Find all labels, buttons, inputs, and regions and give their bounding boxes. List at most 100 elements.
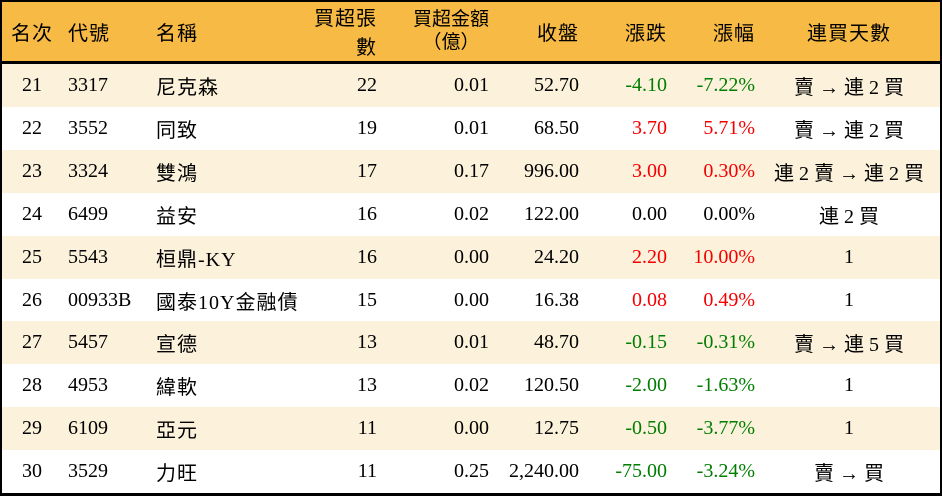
cell-change: 0.00 xyxy=(632,202,667,225)
table-row[interactable]: 21 3317 尼克森 22 0.01 52.70 -4.10 -7.22% 賣 → 連 2 買 xyxy=(2,62,940,108)
cell-name: 尼克森 xyxy=(156,76,219,99)
cell-code: 6499 xyxy=(68,202,108,225)
cell-rank: 21 xyxy=(22,73,42,96)
cell-change-pct: 5.71% xyxy=(703,117,755,140)
cell-net-buy-amount: 0.25 xyxy=(454,460,489,483)
cell-consecutive-buy-days: 連 2 買 xyxy=(819,205,879,228)
cell-change-pct: -7.22% xyxy=(696,73,755,96)
cell-net-buy-lots: 15 xyxy=(357,288,377,311)
header-row: 名次 代號 名稱 買超張數 買超金額 （億） 收盤 漲跌 漲幅 連買天數 xyxy=(2,2,940,64)
table-row[interactable]: 22 3552 同致 19 0.01 68.50 3.70 5.71% 賣 → 連 2 買 xyxy=(2,107,940,150)
cell-code: 3529 xyxy=(68,460,108,483)
table-row[interactable]: 28 4953 緯軟 13 0.02 120.50 -2.00 -1.63% 1 xyxy=(2,364,940,408)
cell-consecutive-buy-days: 1 xyxy=(844,417,854,440)
cell-code: 3317 xyxy=(68,73,108,96)
table-header: 名次 代號 名稱 買超張數 買超金額 （億） 收盤 漲跌 漲幅 連買天數 xyxy=(2,2,940,64)
cell-net-buy-amount: 0.17 xyxy=(454,159,489,182)
cell-code: 4953 xyxy=(68,374,108,397)
net-buy-amount-header-lines: 買超金額 （億） xyxy=(413,8,489,56)
cell-change-pct: -1.63% xyxy=(696,374,755,397)
cell-change: 3.00 xyxy=(632,159,667,182)
table-row[interactable]: 29 6109 亞元 11 0.00 12.75 -0.50 -3.77% 1 xyxy=(2,407,940,451)
cell-close: 120.50 xyxy=(524,374,579,397)
cell-code: 00933B xyxy=(68,288,132,311)
cell-net-buy-amount: 0.00 xyxy=(454,417,489,440)
cell-name: 宣德 xyxy=(156,334,198,357)
cell-close: 996.00 xyxy=(524,159,579,182)
cell-code: 5543 xyxy=(68,245,108,268)
table-row[interactable]: 30 3529 力旺 11 0.25 2,240.00 -75.00 -3.24% 賣 → 買 xyxy=(2,450,940,493)
cell-change-pct: 0.30% xyxy=(703,159,755,182)
cell-net-buy-amount: 0.01 xyxy=(454,331,489,354)
net-buy-amount-header-line2: （億） xyxy=(422,32,480,54)
cell-net-buy-amount: 0.01 xyxy=(454,117,489,140)
cell-close: 122.00 xyxy=(524,202,579,225)
cell-change-pct: -3.77% xyxy=(696,417,755,440)
cell-rank: 24 xyxy=(22,202,42,225)
cell-consecutive-buy-days: 賣 → 買 xyxy=(814,463,884,486)
cell-net-buy-lots: 16 xyxy=(357,245,377,268)
table-row[interactable]: 23 3324 雙鴻 17 0.17 996.00 3.00 0.30% 連 2 賣 → 連 2… xyxy=(2,149,940,193)
cell-close: 52.70 xyxy=(534,73,579,96)
col-header-close: 收盤 xyxy=(492,2,582,64)
cell-net-buy-amount: 0.00 xyxy=(454,288,489,311)
cell-consecutive-buy-days: 賣 → 連 2 買 xyxy=(794,120,904,143)
cell-name: 國泰10Y金融債 xyxy=(156,291,299,314)
cell-rank: 27 xyxy=(22,331,42,354)
cell-consecutive-buy-days: 賣 → 連 2 買 xyxy=(794,76,904,99)
table-row[interactable]: 24 6499 益安 16 0.02 122.00 0.00 0.00% 連 2 買 xyxy=(2,192,940,236)
table-body: 21 3317 尼克森 22 0.01 52.70 -4.10 -7.22% 賣 → 連 2 買… xyxy=(2,62,940,493)
cell-name: 同致 xyxy=(156,120,198,143)
cell-net-buy-lots: 13 xyxy=(357,374,377,397)
cell-change-pct: 0.49% xyxy=(703,288,755,311)
cell-net-buy-lots: 11 xyxy=(357,417,377,440)
col-header-net-buy-amount: 買超金額 （億） xyxy=(380,2,492,64)
cell-name: 力旺 xyxy=(156,463,198,486)
cell-net-buy-amount: 0.01 xyxy=(454,73,489,96)
cell-change: -0.15 xyxy=(625,331,667,354)
col-header-net-buy-lots: 買超張數 xyxy=(312,2,380,64)
col-header-consecutive-buy-days: 連買天數 xyxy=(758,2,940,64)
cell-code: 3324 xyxy=(68,159,108,182)
cell-close: 2,240.00 xyxy=(509,460,579,483)
cell-net-buy-lots: 11 xyxy=(357,460,377,483)
cell-name: 緯軟 xyxy=(156,377,198,400)
cell-change-pct: -0.31% xyxy=(696,331,755,354)
cell-change: -75.00 xyxy=(615,460,667,483)
cell-change-pct: 0.00% xyxy=(703,202,755,225)
cell-rank: 29 xyxy=(22,417,42,440)
cell-name: 益安 xyxy=(156,205,198,228)
cell-name: 雙鴻 xyxy=(156,162,198,185)
cell-change: -2.00 xyxy=(625,374,667,397)
cell-net-buy-amount: 0.02 xyxy=(454,202,489,225)
cell-close: 12.75 xyxy=(534,417,579,440)
cell-name: 亞元 xyxy=(156,420,198,443)
cell-code: 3552 xyxy=(68,117,108,140)
cell-close: 24.20 xyxy=(534,245,579,268)
cell-close: 48.70 xyxy=(534,331,579,354)
cell-close: 68.50 xyxy=(534,117,579,140)
cell-consecutive-buy-days: 1 xyxy=(844,245,854,268)
col-header-change: 漲跌 xyxy=(582,2,670,64)
col-header-change-pct: 漲幅 xyxy=(670,2,758,64)
table-row[interactable]: 25 5543 桓鼎-KY 16 0.00 24.20 2.20 10.00% 1 xyxy=(2,235,940,279)
cell-rank: 22 xyxy=(22,117,42,140)
cell-change-pct: -3.24% xyxy=(696,460,755,483)
cell-change: 3.70 xyxy=(632,117,667,140)
cell-change: -0.50 xyxy=(625,417,667,440)
table-row[interactable]: 27 5457 宣德 13 0.01 48.70 -0.15 -0.31% 賣 → 連 5 買 xyxy=(2,321,940,365)
table-row[interactable]: 26 00933B 國泰10Y金融債 15 0.00 16.38 0.08 0.49% 1 xyxy=(2,278,940,322)
cell-rank: 28 xyxy=(22,374,42,397)
cell-rank: 26 xyxy=(22,288,42,311)
cell-net-buy-lots: 22 xyxy=(357,73,377,96)
cell-rank: 25 xyxy=(22,245,42,268)
cell-code: 6109 xyxy=(68,417,108,440)
cell-close: 16.38 xyxy=(534,288,579,311)
cell-name: 桓鼎-KY xyxy=(156,248,237,271)
cell-net-buy-lots: 16 xyxy=(357,202,377,225)
cell-net-buy-lots: 13 xyxy=(357,331,377,354)
cell-consecutive-buy-days: 1 xyxy=(844,288,854,311)
cell-change-pct: 10.00% xyxy=(693,245,755,268)
cell-rank: 30 xyxy=(22,460,42,483)
